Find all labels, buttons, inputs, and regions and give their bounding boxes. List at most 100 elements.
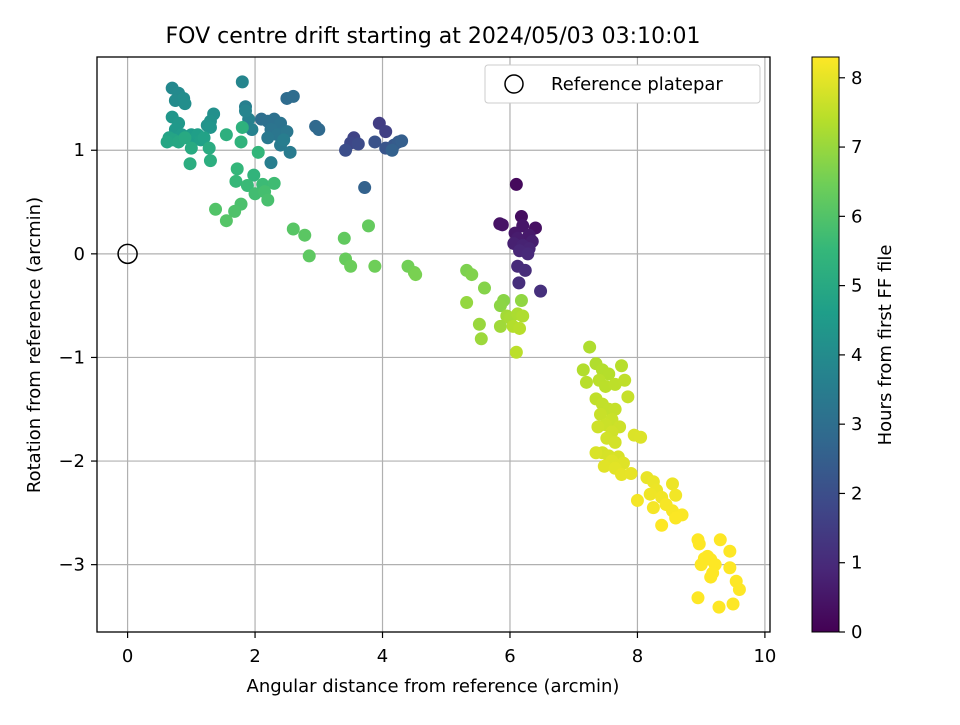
data-point — [267, 176, 281, 190]
legend: Reference platepar — [484, 64, 761, 104]
colorbar-tick-label: 1 — [851, 553, 862, 574]
colorbar-tick-label: 2 — [851, 483, 862, 504]
x-tick-label: 4 — [377, 646, 388, 667]
x-tick-label: 2 — [249, 646, 260, 667]
data-point — [286, 89, 300, 103]
data-point — [395, 134, 409, 148]
data-point — [219, 214, 233, 228]
data-point — [634, 430, 648, 444]
data-point — [229, 174, 243, 188]
data-point — [669, 511, 683, 525]
data-point — [361, 219, 375, 233]
colorbar-label: Hours from first FF file — [875, 245, 896, 446]
y-axis-label: Rotation from reference (arcmin) — [24, 197, 45, 493]
data-point — [669, 488, 683, 502]
data-point — [230, 162, 244, 176]
x-tick-label: 10 — [753, 646, 776, 667]
data-point — [591, 420, 605, 434]
data-point — [655, 518, 669, 532]
legend-box — [484, 64, 761, 104]
data-point — [608, 435, 622, 449]
data-point — [465, 268, 479, 282]
y-tick-label: −3 — [58, 555, 85, 576]
data-point — [597, 459, 611, 473]
data-points — [117, 75, 746, 614]
data-point — [477, 281, 491, 295]
legend-reference-marker — [504, 74, 524, 94]
data-point — [493, 299, 507, 313]
colorbar: 0 1 2 3 4 5 6 7 8 Hours from first FF file — [811, 56, 896, 643]
data-point — [344, 259, 358, 273]
data-point — [302, 249, 316, 263]
data-point — [495, 218, 509, 232]
data-point — [518, 263, 532, 277]
data-point — [521, 247, 535, 261]
data-point — [202, 141, 216, 155]
data-point — [240, 178, 254, 192]
colorbar-tick-label: 6 — [851, 206, 862, 227]
data-point — [621, 390, 635, 404]
data-point — [589, 446, 603, 460]
data-point — [235, 120, 249, 134]
data-point — [178, 97, 192, 111]
data-point — [516, 309, 530, 323]
data-point — [251, 145, 265, 159]
x-axis-ticks: 0 2 4 6 8 10 — [122, 632, 776, 667]
data-point — [712, 600, 726, 614]
data-point — [643, 487, 657, 501]
data-point — [732, 583, 746, 597]
data-point — [514, 293, 528, 307]
y-tick-label: −2 — [58, 451, 85, 472]
reference-platepar-marker — [117, 243, 138, 265]
data-point — [351, 137, 365, 151]
data-point — [512, 276, 526, 290]
data-point — [694, 558, 708, 572]
data-point — [576, 363, 590, 377]
data-point — [261, 193, 275, 207]
data-point — [534, 284, 548, 298]
data-point — [312, 123, 326, 137]
data-point — [704, 570, 718, 584]
data-point — [283, 145, 297, 159]
data-point — [493, 319, 507, 333]
data-point — [339, 143, 353, 157]
data-point — [238, 104, 252, 118]
data-point — [630, 493, 644, 507]
data-point — [368, 135, 382, 149]
data-point — [513, 321, 527, 335]
x-tick-label: 8 — [632, 646, 643, 667]
data-point — [228, 204, 242, 218]
data-point — [160, 135, 174, 149]
data-point — [460, 296, 474, 310]
data-point — [358, 181, 372, 195]
data-point — [608, 402, 622, 416]
data-point — [178, 131, 192, 145]
colorbar-tick-label: 8 — [851, 68, 862, 89]
data-point — [203, 120, 217, 134]
data-point — [298, 228, 312, 242]
data-point — [713, 533, 727, 547]
colorbar-ticks: 0 1 2 3 4 5 6 7 8 — [839, 68, 862, 643]
data-point — [264, 156, 278, 170]
data-point — [723, 561, 737, 575]
data-point — [474, 332, 488, 346]
data-point — [618, 373, 632, 387]
data-point — [197, 131, 211, 145]
y-tick-label: 1 — [74, 140, 85, 161]
data-point — [615, 468, 629, 482]
colorbar-tick-label: 7 — [851, 137, 862, 158]
x-tick-label: 6 — [504, 646, 515, 667]
data-point — [691, 591, 705, 605]
data-point — [184, 141, 198, 155]
data-point — [337, 231, 351, 245]
data-point — [665, 477, 679, 491]
data-point — [615, 359, 629, 373]
data-point — [247, 168, 261, 182]
legend-reference-label: Reference platepar — [551, 74, 723, 95]
colorbar-tick-label: 3 — [851, 414, 862, 435]
data-point — [646, 501, 660, 515]
plot-frame — [96, 56, 771, 633]
data-point — [209, 202, 223, 216]
data-point — [579, 375, 593, 389]
